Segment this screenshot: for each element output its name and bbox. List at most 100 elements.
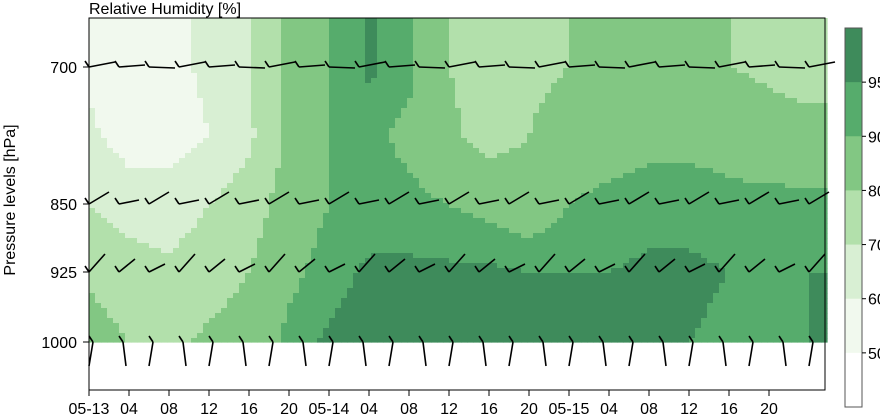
rh-cell — [185, 128, 192, 134]
rh-cell — [545, 43, 552, 49]
rh-cell — [173, 218, 180, 224]
rh-cell — [587, 103, 594, 109]
rh-cell — [575, 68, 582, 74]
rh-cell — [647, 23, 654, 29]
rh-cell — [287, 153, 294, 159]
rh-cell — [509, 123, 516, 129]
rh-cell — [251, 68, 258, 74]
rh-cell — [647, 118, 654, 124]
rh-cell — [695, 68, 702, 74]
rh-cell — [695, 133, 702, 139]
rh-cell — [569, 213, 576, 219]
rh-cell — [203, 128, 210, 134]
rh-cell — [533, 153, 540, 159]
rh-cell — [713, 213, 720, 219]
rh-cell — [761, 158, 768, 164]
rh-cell — [611, 208, 618, 214]
rh-cell — [431, 183, 438, 189]
rh-cell — [143, 218, 150, 224]
rh-cell — [485, 178, 492, 184]
rh-cell — [803, 78, 810, 84]
rh-cell — [683, 113, 690, 119]
rh-cell — [773, 188, 780, 194]
rh-cell — [497, 213, 504, 219]
rh-cell — [371, 113, 378, 119]
rh-cell — [197, 93, 204, 99]
rh-cell — [635, 48, 642, 54]
rh-cell — [593, 158, 600, 164]
rh-cell — [767, 98, 774, 104]
rh-cell — [137, 133, 144, 139]
rh-cell — [593, 183, 600, 189]
rh-cell — [527, 168, 534, 174]
rh-cell — [821, 178, 828, 184]
rh-cell — [599, 158, 606, 164]
rh-cell — [623, 53, 630, 59]
rh-cell — [809, 23, 816, 29]
rh-cell — [197, 163, 204, 169]
rh-cell — [233, 213, 240, 219]
rh-cell — [647, 198, 654, 204]
rh-cell — [281, 133, 288, 139]
rh-cell — [191, 193, 198, 199]
rh-cell — [419, 183, 426, 189]
rh-cell — [785, 123, 792, 129]
rh-cell — [725, 213, 732, 219]
rh-cell — [167, 63, 174, 69]
rh-cell — [341, 83, 348, 89]
rh-cell — [473, 33, 480, 39]
rh-cell — [437, 183, 444, 189]
rh-cell — [407, 163, 414, 169]
rh-cell — [581, 108, 588, 114]
rh-cell — [329, 28, 336, 34]
rh-cell — [455, 163, 462, 169]
rh-cell — [545, 88, 552, 94]
rh-cell — [581, 68, 588, 74]
rh-cell — [743, 48, 750, 54]
rh-cell — [791, 78, 798, 84]
rh-cell — [317, 113, 324, 119]
rh-cell — [311, 18, 318, 24]
rh-cell — [563, 123, 570, 129]
rh-cell — [185, 43, 192, 49]
rh-cell — [137, 103, 144, 109]
rh-cell — [323, 53, 330, 59]
rh-cell — [407, 123, 414, 129]
rh-cell — [137, 203, 144, 209]
rh-cell — [281, 203, 288, 209]
rh-cell — [815, 213, 822, 219]
rh-cell — [389, 173, 396, 179]
rh-cell — [101, 33, 108, 39]
rh-cell — [551, 53, 558, 59]
rh-cell — [299, 213, 306, 219]
rh-cell — [545, 203, 552, 209]
rh-cell — [137, 158, 144, 164]
rh-cell — [317, 68, 324, 74]
rh-cell — [443, 213, 450, 219]
rh-cell — [251, 43, 258, 49]
rh-cell — [737, 33, 744, 39]
rh-cell — [143, 128, 150, 134]
rh-cell — [755, 183, 762, 189]
rh-cell — [209, 173, 216, 179]
rh-cell — [623, 153, 630, 159]
rh-cell — [647, 158, 654, 164]
rh-cell — [647, 213, 654, 219]
rh-cell — [671, 168, 678, 174]
rh-cell — [743, 93, 750, 99]
rh-cell — [311, 193, 318, 199]
rh-cell — [227, 183, 234, 189]
rh-cell — [587, 198, 594, 204]
rh-cell — [149, 28, 156, 34]
rh-cell — [275, 183, 282, 189]
rh-cell — [197, 143, 204, 149]
rh-cell — [173, 163, 180, 169]
rh-cell — [773, 43, 780, 49]
rh-cell — [263, 63, 270, 69]
rh-cell — [119, 43, 126, 49]
rh-cell — [317, 103, 324, 109]
rh-cell — [143, 203, 150, 209]
rh-cell — [401, 123, 408, 129]
rh-cell — [515, 98, 522, 104]
rh-cell — [89, 23, 96, 29]
